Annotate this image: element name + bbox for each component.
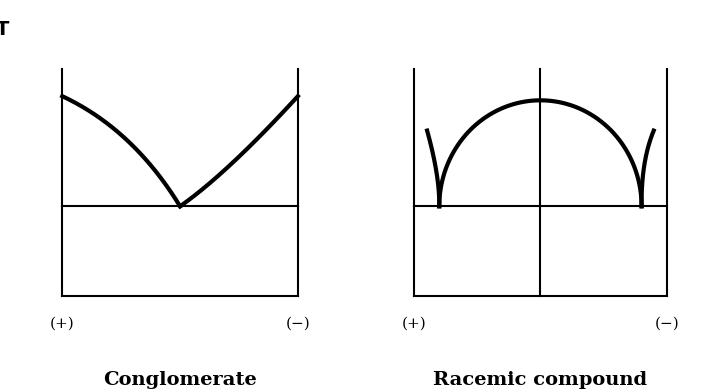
Text: T: T — [0, 20, 10, 39]
Text: (−): (−) — [286, 316, 311, 330]
Text: Conglomerate: Conglomerate — [104, 371, 257, 389]
Text: (+): (+) — [50, 316, 75, 330]
Text: Racemic compound: Racemic compound — [433, 371, 648, 389]
Text: (−): (−) — [655, 316, 679, 330]
Text: (+): (+) — [401, 316, 426, 330]
